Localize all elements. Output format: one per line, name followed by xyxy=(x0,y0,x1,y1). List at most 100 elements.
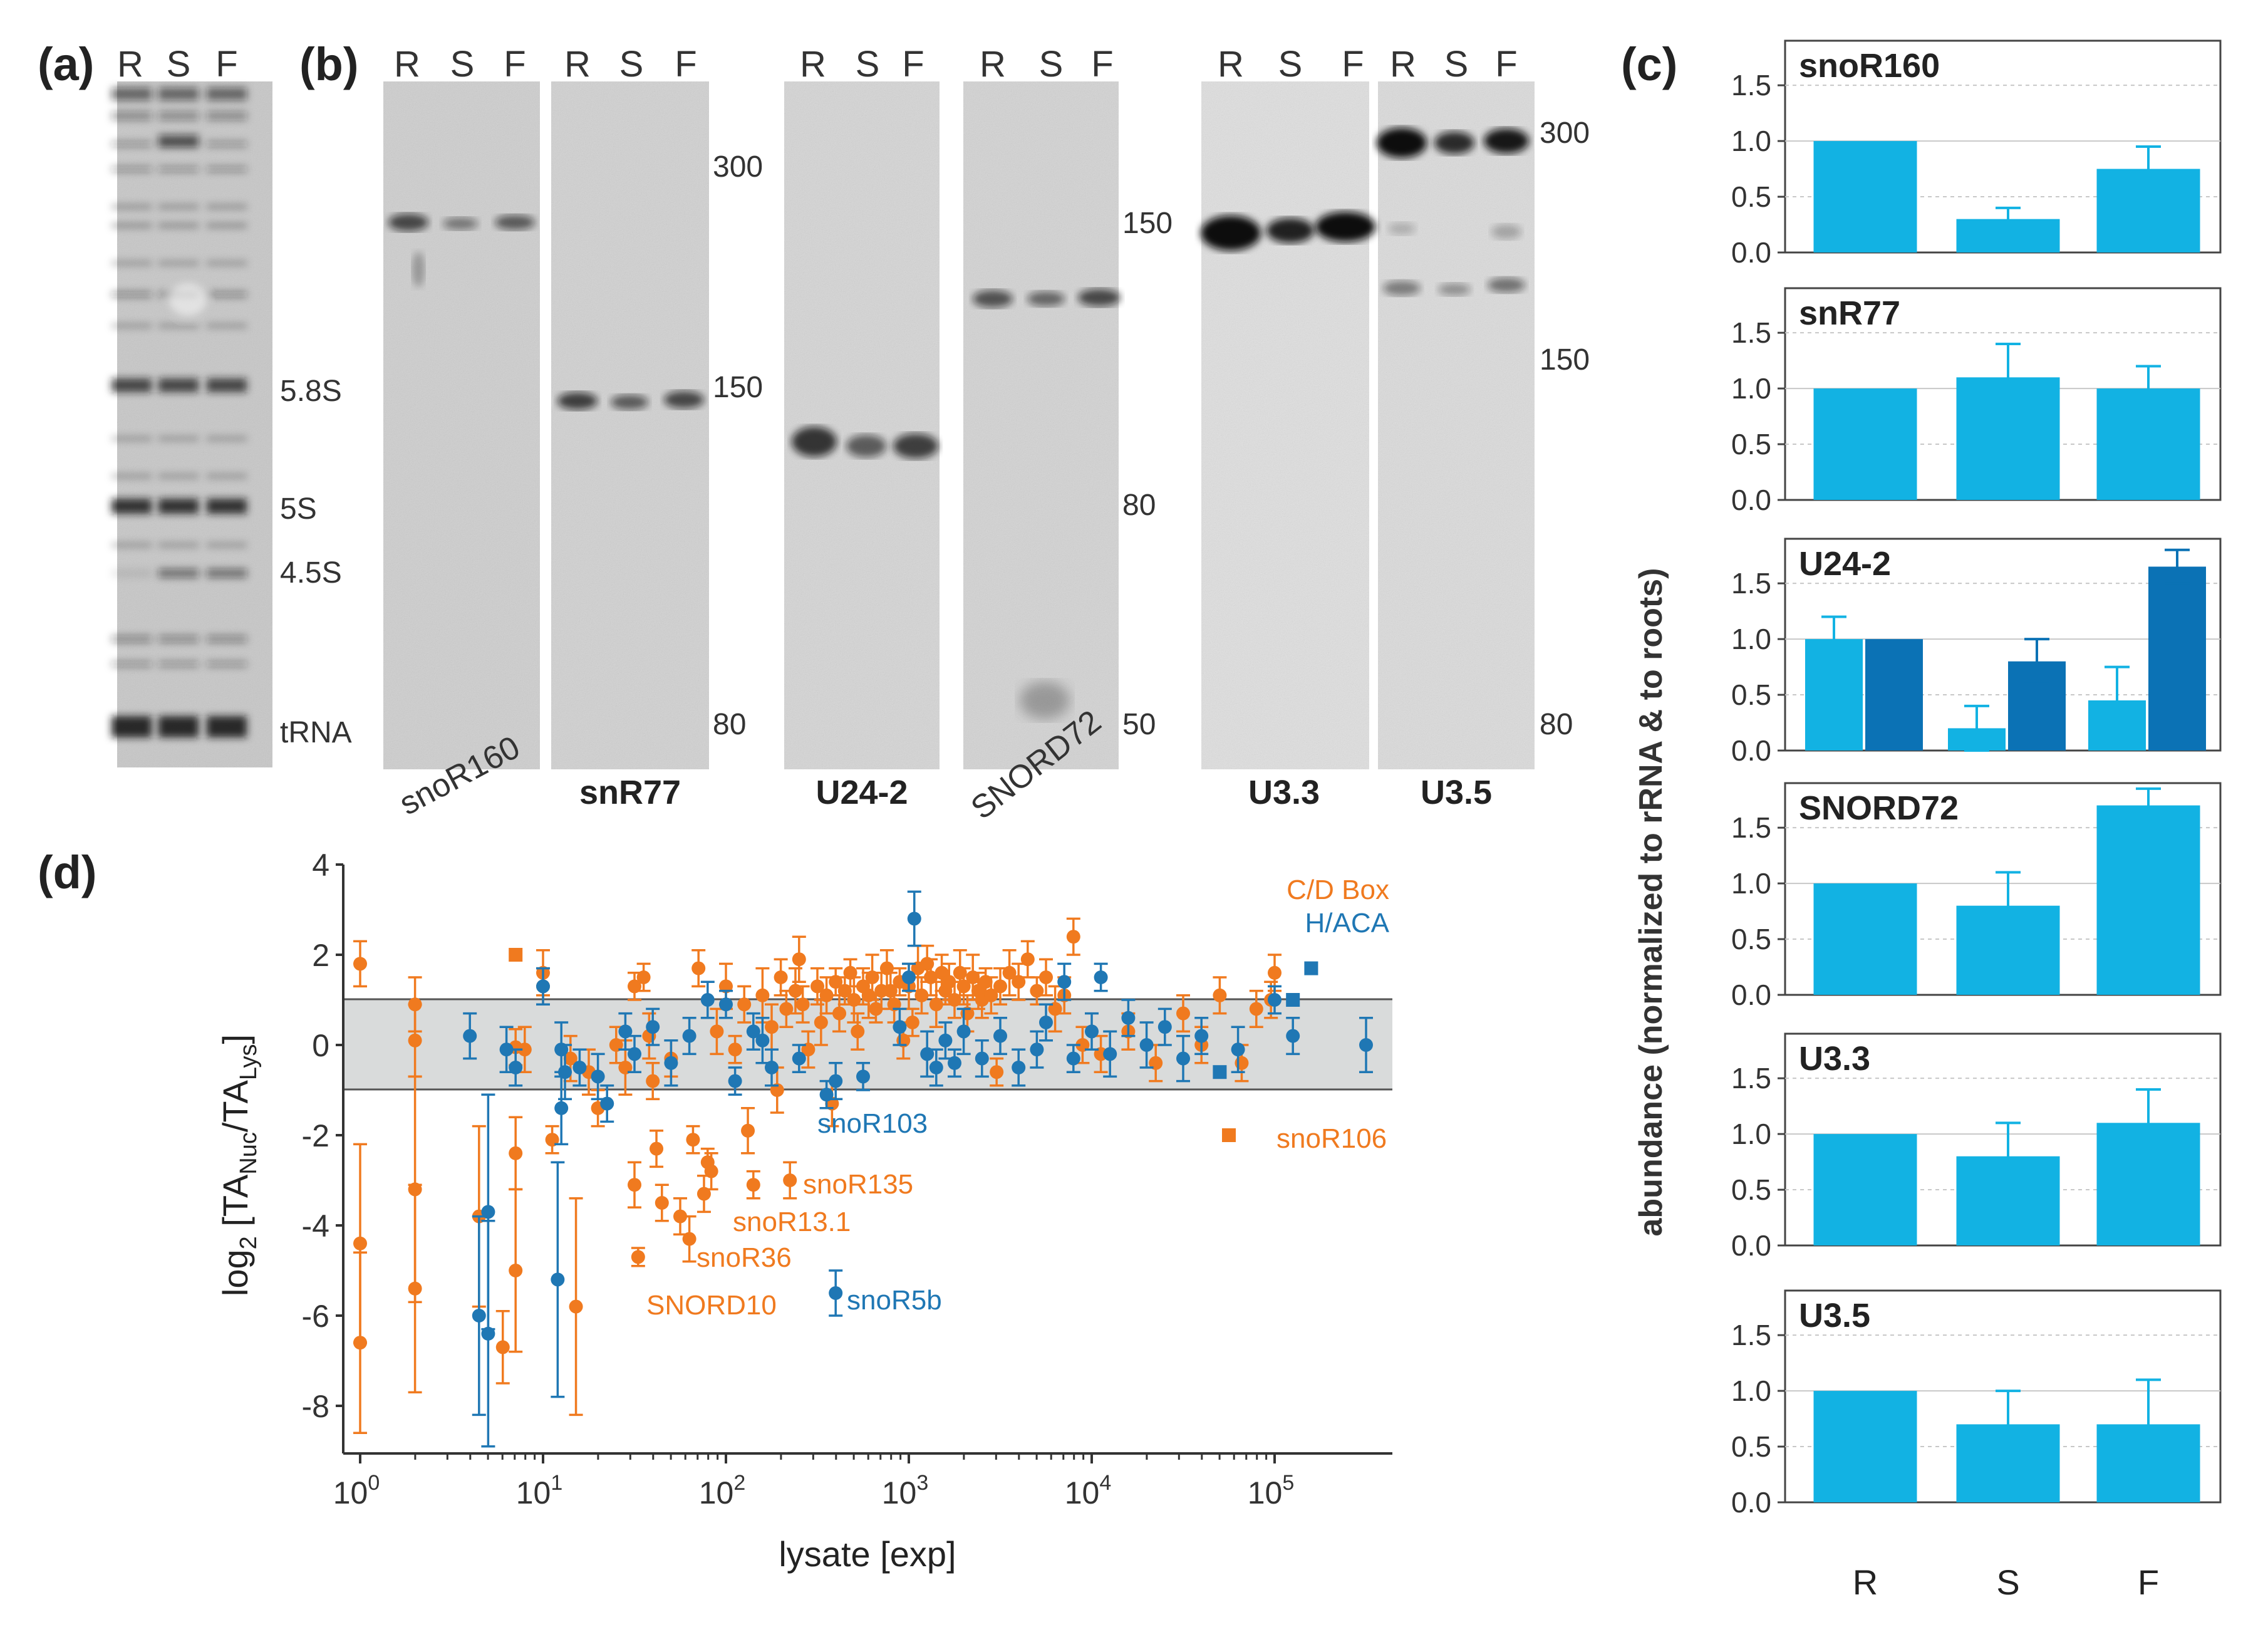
cd-box-point xyxy=(914,988,929,1002)
gel-band xyxy=(111,474,152,479)
subplot-title: U3.5 xyxy=(1799,1297,1870,1334)
annot-snor5b: snoR5b xyxy=(847,1285,942,1316)
cd-box-point xyxy=(686,1133,700,1147)
haca-point xyxy=(1286,1029,1300,1043)
legend-cd-box: C/D Box xyxy=(1287,875,1389,905)
gel-band xyxy=(111,223,152,228)
d-ytick-label: 0 xyxy=(312,1028,329,1063)
blot1-lane-r: R xyxy=(394,44,420,85)
blot-band xyxy=(792,427,837,457)
blot-smudge xyxy=(412,252,425,287)
haca-point xyxy=(1030,1042,1044,1057)
d-xtick-base: 10 xyxy=(882,1475,917,1510)
blot-band xyxy=(557,392,598,410)
blot6-lane-f: F xyxy=(1495,44,1517,85)
ytick-label: 0.0 xyxy=(1731,484,1771,516)
ytick-label: 1.0 xyxy=(1731,1375,1771,1407)
haca-point xyxy=(746,1024,760,1039)
d-xtick-label: 103 xyxy=(882,1471,929,1510)
haca-point xyxy=(1139,1038,1154,1052)
cd-box-point xyxy=(737,997,752,1012)
gel-band xyxy=(158,499,199,514)
ytick-label: 0.5 xyxy=(1731,180,1771,213)
haca-point xyxy=(856,1069,870,1084)
blot-band xyxy=(1488,278,1525,293)
haca-point xyxy=(1359,1038,1373,1052)
panel-c: (c) abundance (normalized to rRNA & to r… xyxy=(1621,38,2222,1602)
cd-box-point xyxy=(1066,930,1080,944)
blot-u24-2-texture xyxy=(784,81,940,769)
haca-point xyxy=(481,1205,495,1219)
blot-band xyxy=(1434,132,1474,154)
panel-a-label: (a) xyxy=(38,38,94,90)
gel-band xyxy=(207,141,247,147)
ytick-label: 0.5 xyxy=(1731,678,1771,711)
gel-band xyxy=(207,499,247,514)
haca-point xyxy=(646,1020,660,1034)
ytick-label: 0.0 xyxy=(1731,1229,1771,1262)
marker-trna: tRNA xyxy=(280,716,352,749)
cd-box-point xyxy=(408,1033,422,1047)
marker-5s: 5S xyxy=(280,492,317,526)
d-xtick-label: 100 xyxy=(333,1471,380,1510)
panel-c-xtick-f: F xyxy=(2138,1562,2159,1602)
cd-box-point xyxy=(509,1146,523,1160)
cd-box-point xyxy=(1176,1006,1190,1021)
haca-point xyxy=(1085,1024,1099,1039)
panel-b-label: (b) xyxy=(299,38,359,90)
cd-box-point xyxy=(1222,1128,1236,1142)
cd-box-point xyxy=(993,979,1007,994)
d-xtick-exp: 1 xyxy=(551,1471,562,1495)
blot-name-u3-3: U3.3 xyxy=(1248,774,1320,811)
size-marker-150-b: 150 xyxy=(1122,207,1173,240)
blot-snor160-texture xyxy=(383,81,540,769)
gel-band xyxy=(111,543,152,548)
d-xtick-label: 101 xyxy=(516,1471,563,1510)
annot-snor36: snoR36 xyxy=(696,1242,792,1273)
panel-d-ylabel-sub2: Nuc xyxy=(236,1132,262,1175)
size-marker-150-c: 150 xyxy=(1540,343,1590,377)
panel-c-label: (c) xyxy=(1621,38,1677,90)
blot-bands xyxy=(388,128,1529,719)
gel-band xyxy=(207,474,247,479)
ytick-label: 1.5 xyxy=(1731,811,1771,844)
subplot-u3-3: 0.0 0.5 1.0 1.5 U3.3 xyxy=(1731,1032,2222,1262)
blot-band xyxy=(1383,281,1421,296)
annot-snor106: snoR106 xyxy=(1276,1123,1387,1154)
gel-band xyxy=(158,135,199,147)
cd-box-point xyxy=(631,1250,645,1264)
blot-band xyxy=(1201,216,1261,251)
gel-band xyxy=(111,635,152,643)
haca-point xyxy=(1286,993,1300,1007)
ytick-label: 1.0 xyxy=(1731,125,1771,157)
cd-box-point xyxy=(628,1178,641,1192)
ytick-label: 0.5 xyxy=(1731,428,1771,460)
cd-box-point xyxy=(353,1236,367,1250)
panel-a-gel-texture xyxy=(117,81,272,767)
haca-point xyxy=(554,1101,569,1115)
cd-box-point xyxy=(673,1209,687,1224)
d-xtick-base: 10 xyxy=(1248,1475,1283,1510)
cd-box-point xyxy=(741,1123,755,1138)
haca-point xyxy=(829,1074,843,1088)
cd-box-point xyxy=(1039,970,1053,984)
haca-point xyxy=(682,1029,696,1043)
haca-point xyxy=(628,1047,641,1061)
gel-band xyxy=(207,166,247,172)
d-xtick-exp: 4 xyxy=(1099,1471,1111,1495)
gel-band xyxy=(158,661,199,667)
haca-point xyxy=(792,1051,806,1066)
d-xtick-exp: 0 xyxy=(368,1471,380,1495)
haca-point xyxy=(728,1074,742,1088)
blot4-lane-r: R xyxy=(980,44,1006,85)
panel-c-xtick-r: R xyxy=(1853,1562,1878,1602)
d-xtick-exp: 2 xyxy=(733,1471,745,1495)
ytick-label: 1.5 xyxy=(1731,1319,1771,1351)
subplot-title: snR77 xyxy=(1799,294,1900,332)
haca-point xyxy=(956,1024,971,1039)
panel-a-gel-bands xyxy=(111,88,247,737)
blot-snr77-texture xyxy=(551,81,709,769)
haca-point xyxy=(1157,1020,1172,1034)
